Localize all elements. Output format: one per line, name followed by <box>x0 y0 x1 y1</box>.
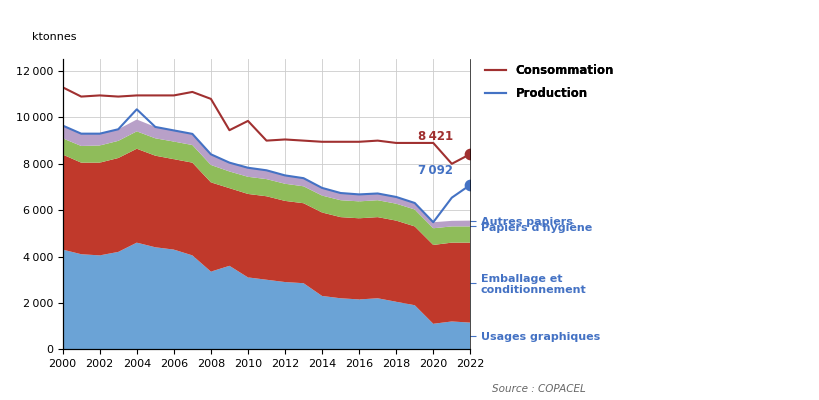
Text: 7 092: 7 092 <box>417 164 452 177</box>
Point <box>464 182 477 188</box>
Text: 8 421: 8 421 <box>417 130 452 143</box>
Point <box>464 151 477 157</box>
Legend: Consommation, Production: Consommation, Production <box>480 60 618 104</box>
Text: ktonnes: ktonnes <box>32 32 76 42</box>
Text: Source : COPACEL: Source : COPACEL <box>491 384 585 394</box>
